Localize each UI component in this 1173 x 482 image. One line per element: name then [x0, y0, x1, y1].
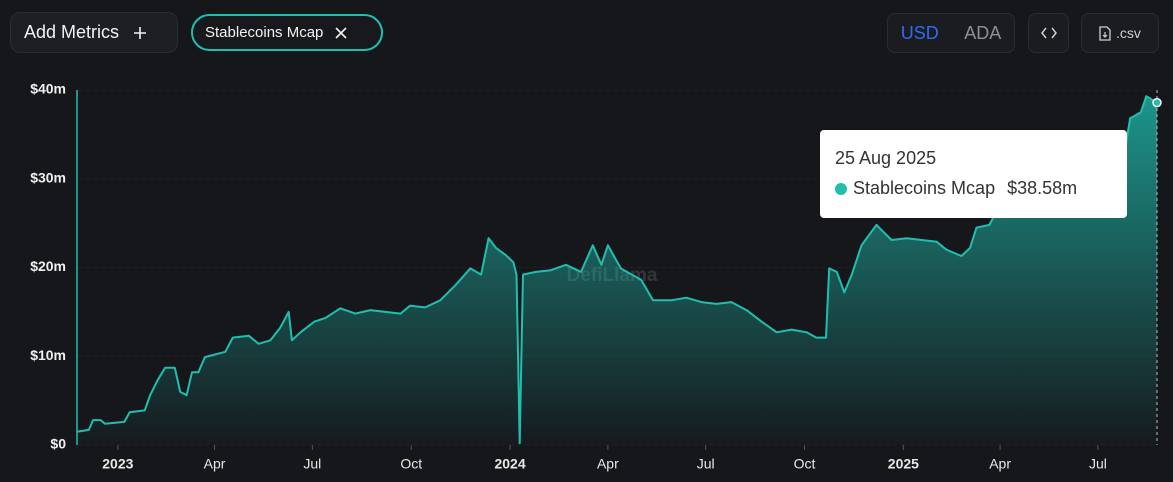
area-line	[76, 95, 1158, 445]
button-label: Add Metrics	[24, 22, 120, 42]
plus-icon	[134, 26, 147, 39]
button-label: .csv	[1116, 25, 1141, 41]
tooltip-marker	[835, 182, 847, 195]
x-tick-label: Apr	[989, 456, 1011, 472]
tooltip-series: Stablecoins Mcap	[853, 178, 996, 198]
x-tick-label: 2024	[494, 456, 525, 472]
metric-pill[interactable]: Stablecoins Mcap	[191, 14, 383, 51]
tooltip-value: $38.58m	[1007, 178, 1078, 198]
hover-dot	[1152, 97, 1162, 108]
tooltip: 25 Aug 2025 Stablecoins Mcap $38.58m	[820, 130, 1127, 218]
currency-toggle: USD ADA	[887, 13, 1015, 53]
x-tick-label: Jul	[697, 456, 715, 472]
x-tick-label: Apr	[597, 456, 619, 472]
y-tick-label: $40m	[30, 81, 66, 97]
code-icon	[1040, 27, 1057, 39]
x-tick-label: Apr	[204, 456, 226, 472]
y-tick-label: $0	[50, 436, 66, 452]
x-tick-label: Jul	[1089, 456, 1107, 472]
csv-button[interactable]: .csv	[1081, 13, 1159, 53]
area-fill	[77, 96, 1157, 445]
x-tick-label: Oct	[794, 456, 816, 472]
x-tick-label: 2025	[888, 456, 919, 472]
y-tick-label: $20m	[30, 258, 66, 274]
x-tick-label: 2023	[102, 456, 133, 472]
currency-option[interactable]: ADA	[964, 22, 1002, 43]
tooltip-row: Stablecoins Mcap $38.58m	[835, 178, 1127, 199]
y-tick-label: $10m	[30, 347, 66, 363]
x-tick-label: Oct	[400, 456, 422, 472]
currency-option[interactable]: USD	[900, 22, 939, 43]
add-metrics-button[interactable]: Add Metrics	[10, 12, 178, 53]
embed-button[interactable]	[1028, 13, 1069, 53]
x-tick-label: Jul	[303, 456, 321, 472]
y-tick-label: $30m	[30, 169, 66, 185]
file-icon	[1099, 25, 1111, 41]
pill-label: Stablecoins Mcap	[205, 24, 324, 41]
close-icon[interactable]	[335, 26, 347, 39]
tooltip-date: 25 Aug 2025	[835, 148, 937, 168]
